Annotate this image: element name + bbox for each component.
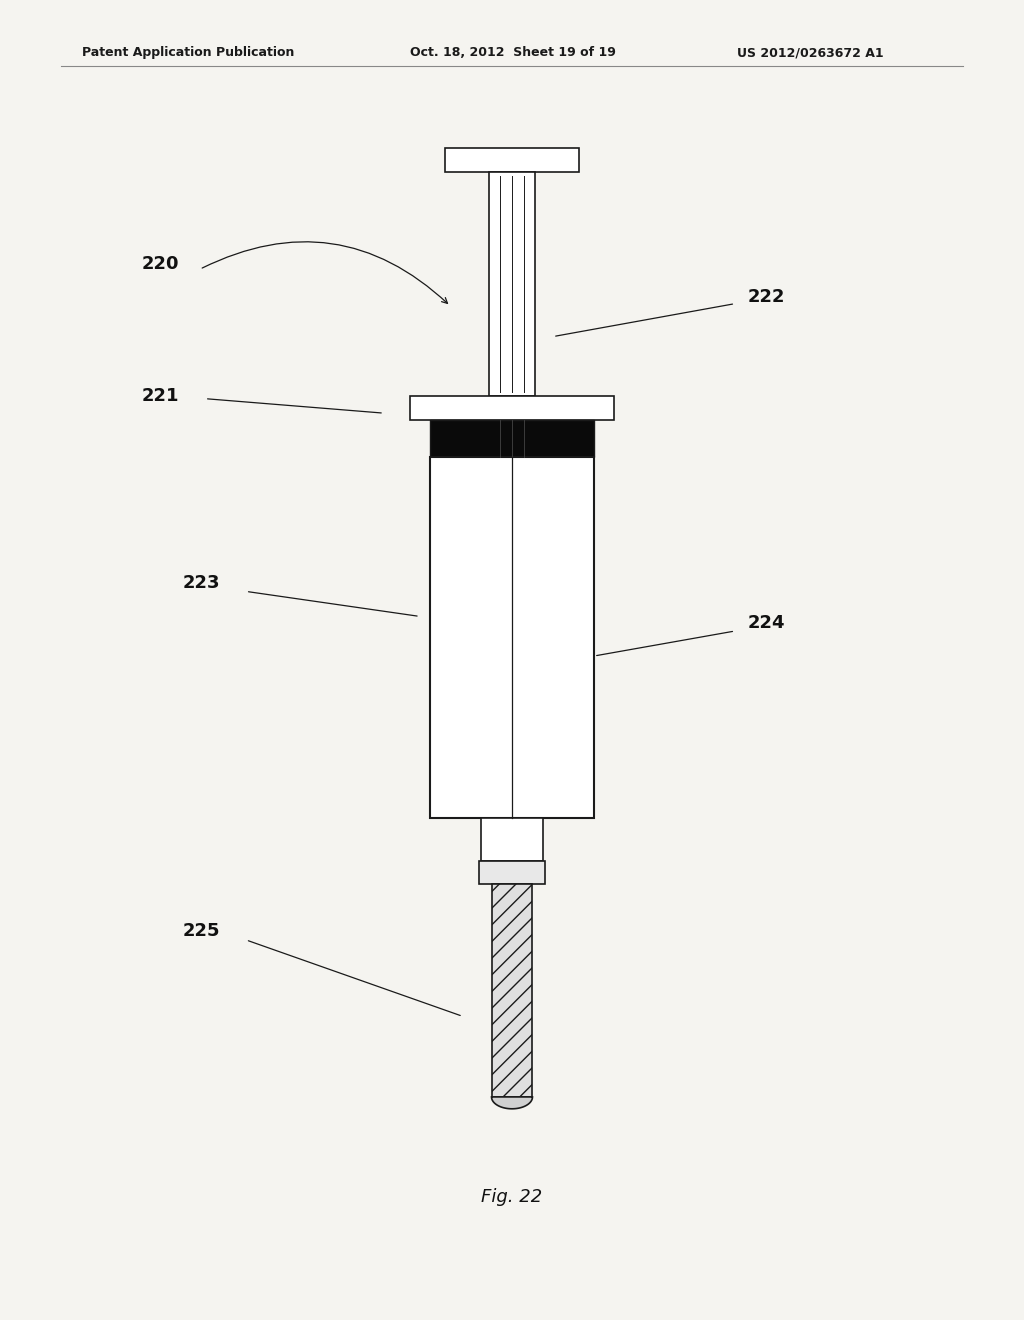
Text: 225: 225: [182, 921, 220, 940]
Bar: [430, 457, 594, 818]
Text: Fig. 22: Fig. 22: [481, 1188, 543, 1206]
Bar: [410, 396, 614, 420]
Text: 224: 224: [748, 614, 785, 632]
Text: 222: 222: [748, 288, 785, 306]
Bar: [445, 148, 579, 172]
Text: 220: 220: [141, 255, 179, 273]
Text: US 2012/0263672 A1: US 2012/0263672 A1: [737, 46, 884, 59]
Text: 221: 221: [141, 387, 179, 405]
Bar: [492, 884, 532, 1097]
PathPatch shape: [492, 1097, 532, 1109]
Text: Patent Application Publication: Patent Application Publication: [82, 46, 294, 59]
Text: Oct. 18, 2012  Sheet 19 of 19: Oct. 18, 2012 Sheet 19 of 19: [410, 46, 615, 59]
Text: 223: 223: [182, 574, 220, 593]
Bar: [489, 172, 535, 396]
Bar: [430, 420, 594, 457]
Bar: [479, 861, 545, 884]
Bar: [481, 818, 543, 861]
